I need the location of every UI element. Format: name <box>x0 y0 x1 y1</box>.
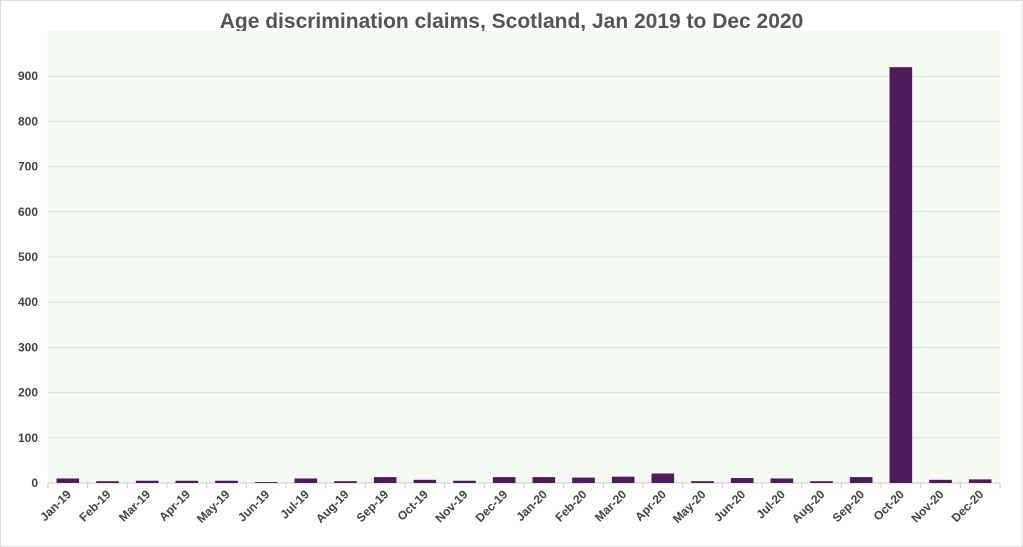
chart-title: Age discrimination claims, Scotland, Jan… <box>219 10 804 33</box>
x-tick-label: Sep-20 <box>830 487 868 525</box>
bar <box>611 476 635 483</box>
x-tick-label: Dec-20 <box>949 487 987 525</box>
x-tick-label: Sep-19 <box>354 487 392 525</box>
x-tick-label: Feb-20 <box>552 487 589 524</box>
bar <box>175 480 199 483</box>
x-tick-label: Jan-19 <box>37 487 74 524</box>
y-tick-label: 400 <box>18 295 38 309</box>
x-tick-label: Oct-20 <box>871 487 908 524</box>
y-tick-label: 200 <box>18 386 38 400</box>
y-tick-label: 100 <box>18 431 38 445</box>
x-tick-label: Mar-20 <box>592 487 629 524</box>
bar <box>810 481 833 483</box>
x-tick-label: Feb-19 <box>76 487 113 524</box>
bar <box>373 477 397 483</box>
y-tick-label: 900 <box>18 69 38 83</box>
x-tick-label: Dec-19 <box>473 487 511 525</box>
bar <box>572 477 595 483</box>
bar <box>730 478 754 483</box>
x-tick-label: Mar-19 <box>116 487 153 524</box>
x-tick-label: Jun-20 <box>711 487 748 524</box>
bar <box>135 480 159 483</box>
y-tick-label: 800 <box>18 114 38 128</box>
bar <box>968 479 992 483</box>
bar <box>849 477 873 483</box>
x-tick-label: Jul-19 <box>278 487 313 522</box>
bar <box>294 478 318 483</box>
x-tick-label: Nov-19 <box>432 487 470 525</box>
bar <box>413 479 437 483</box>
y-tick-label: 300 <box>18 340 38 354</box>
x-tick-label: Aug-19 <box>313 487 352 526</box>
bar <box>96 481 119 483</box>
bar <box>770 478 794 483</box>
bar <box>651 473 675 483</box>
y-tick-label: 500 <box>18 250 38 264</box>
x-tick-label: May-20 <box>670 487 709 526</box>
bar <box>492 477 516 483</box>
x-tick-label: May-19 <box>194 487 233 526</box>
bar <box>254 482 278 483</box>
y-tick-label: 600 <box>18 205 38 219</box>
bar <box>532 477 556 483</box>
x-tick-label: Jul-20 <box>754 487 789 522</box>
x-tick-label: Jan-20 <box>513 487 550 524</box>
bar <box>889 67 913 483</box>
bar <box>929 479 952 483</box>
x-tick-label: Jun-19 <box>235 487 272 524</box>
bar <box>56 478 80 483</box>
y-tick-label: 700 <box>18 160 38 174</box>
y-tick-label: 0 <box>31 476 38 490</box>
x-tick-label: Aug-20 <box>789 487 828 526</box>
bar <box>453 480 476 483</box>
x-tick-label: Apr-19 <box>156 487 193 524</box>
x-tick-label: Oct-19 <box>395 487 432 524</box>
bar <box>334 481 357 483</box>
bar <box>215 480 238 483</box>
x-tick-label: Nov-20 <box>908 487 946 525</box>
bar <box>691 481 714 483</box>
x-tick-label: Apr-20 <box>632 487 669 524</box>
